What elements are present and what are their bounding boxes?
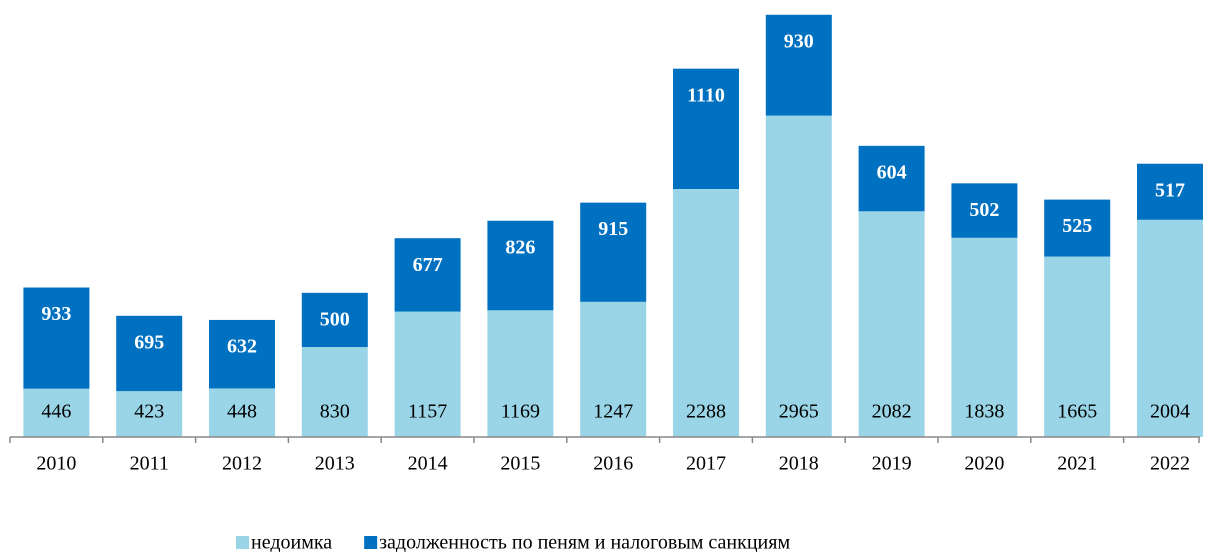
value-label: 1157 <box>408 401 447 423</box>
bar-segment <box>1137 219 1203 437</box>
value-label: 423 <box>134 401 164 423</box>
bar-segment <box>673 188 739 437</box>
bar-segment <box>116 315 183 392</box>
x-tick-label: 2020 <box>964 453 1004 475</box>
x-tick-label: 2019 <box>872 453 912 475</box>
x-tick-label: 2012 <box>222 453 262 475</box>
value-label: 830 <box>320 401 350 423</box>
bar-segment <box>23 287 90 389</box>
value-label: 604 <box>877 161 907 183</box>
bar-segment <box>23 388 90 437</box>
bar-segment <box>858 211 925 437</box>
bar-segment <box>209 388 275 437</box>
value-label: 632 <box>227 336 257 358</box>
x-tick-label: 2017 <box>686 453 726 475</box>
value-label: 826 <box>505 236 535 258</box>
value-label: 1169 <box>501 401 540 423</box>
bar-segment <box>1137 163 1203 220</box>
value-label: 1247 <box>593 401 633 423</box>
bar-segment <box>765 115 832 437</box>
value-label: 517 <box>1155 179 1185 201</box>
bar-segment <box>858 145 925 212</box>
x-tick-label: 2010 <box>36 453 76 475</box>
legend-swatch <box>364 536 378 549</box>
legend-swatch <box>236 536 249 549</box>
bar-segment <box>394 311 461 437</box>
value-label: 930 <box>784 30 814 52</box>
bar-segment <box>487 220 554 311</box>
value-label: 1665 <box>1057 401 1097 423</box>
bar-segment <box>1044 256 1111 437</box>
value-label: 2004 <box>1150 401 1190 423</box>
bar-segment <box>394 238 461 312</box>
bar-segment <box>301 347 368 437</box>
value-label: 695 <box>134 331 164 353</box>
value-label: 1838 <box>964 401 1004 423</box>
bar-segment <box>580 301 647 437</box>
x-tick-label: 2015 <box>500 453 540 475</box>
x-tick-label: 2014 <box>408 453 448 475</box>
bar-segment <box>301 292 368 348</box>
bar-segment <box>580 202 647 302</box>
value-label: 502 <box>969 199 999 221</box>
x-tick-label: 2013 <box>315 453 355 475</box>
x-tick-label: 2016 <box>593 453 633 475</box>
bar-segment <box>487 310 554 437</box>
x-tick-label: 2011 <box>130 453 169 475</box>
x-tick-label: 2018 <box>779 453 819 475</box>
value-label: 2288 <box>686 401 726 423</box>
value-label: 677 <box>413 254 443 276</box>
value-label: 933 <box>41 303 71 325</box>
bar-segment <box>673 68 739 189</box>
value-label: 2965 <box>779 401 819 423</box>
bar-segment <box>116 391 183 437</box>
bar-segment <box>951 237 1018 437</box>
x-tick-label: 2021 <box>1057 453 1097 475</box>
value-label: 448 <box>227 401 257 423</box>
bar-segment <box>209 319 275 389</box>
value-label: 915 <box>598 218 628 240</box>
value-label: 2082 <box>872 401 912 423</box>
value-label: 446 <box>41 401 71 423</box>
value-label: 500 <box>320 308 350 330</box>
bar-segment <box>765 14 832 116</box>
legend-label: недоимка <box>251 532 332 552</box>
bar-segment <box>951 183 1018 238</box>
x-tick-label: 2022 <box>1150 453 1190 475</box>
value-label: 525 <box>1062 215 1092 237</box>
value-label: 1110 <box>687 84 725 106</box>
legend-label: задолженность по пеням и налоговым санкц… <box>379 532 790 552</box>
bar-segment <box>1044 199 1111 257</box>
